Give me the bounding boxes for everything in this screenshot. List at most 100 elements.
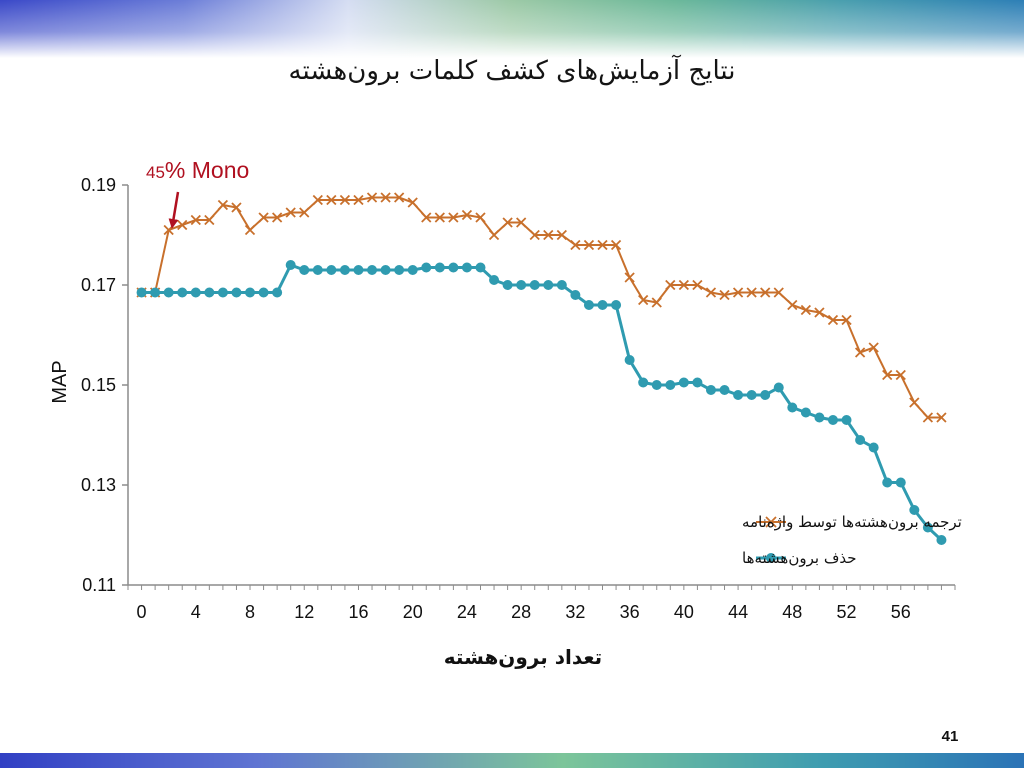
x-tick-label: 12 [294, 602, 314, 622]
data-point [787, 402, 798, 413]
data-point [285, 260, 296, 270]
slide-title: نتایج آزمایش‌های کشف کلمات برون‌هشته [288, 56, 736, 86]
data-point [407, 265, 418, 275]
data-point [367, 265, 378, 275]
data-point [827, 314, 839, 326]
legend-marker [766, 553, 776, 563]
data-point [258, 287, 269, 298]
data-point [895, 369, 906, 381]
chart-legend: ترجمه برون‌هشته‌ها توسط واژه‌نامه حذف برو… [742, 513, 962, 567]
x-tick-label: 20 [403, 602, 423, 622]
data-point [366, 192, 378, 203]
data-point [665, 279, 676, 291]
annotation-label: 45% Mono [146, 157, 249, 183]
x-tick-label: 28 [511, 602, 531, 622]
data-point [827, 415, 838, 425]
data-point [285, 207, 296, 218]
data-point [773, 287, 784, 298]
data-point [841, 415, 852, 425]
annotation-arrow [168, 191, 180, 229]
x-tick-label: 56 [891, 602, 911, 622]
x-tick-label: 4 [191, 602, 201, 622]
data-point [624, 272, 635, 283]
annotation-text: % Mono [165, 157, 249, 183]
data-point [705, 385, 716, 395]
data-point [543, 280, 554, 290]
data-point [326, 194, 337, 206]
data-point [760, 390, 771, 400]
data-point [719, 385, 730, 395]
data-point [583, 300, 594, 310]
data-point [800, 407, 811, 418]
data-point [746, 390, 757, 400]
data-point [258, 212, 269, 223]
x-tick-label: 44 [728, 602, 748, 622]
data-point [610, 239, 622, 251]
data-point [895, 477, 906, 488]
data-point [760, 287, 771, 298]
x-tick-label: 0 [137, 602, 147, 622]
data-point [244, 224, 256, 236]
data-point [217, 287, 228, 298]
data-point [692, 377, 703, 388]
data-point [543, 229, 554, 241]
data-point [922, 412, 934, 423]
data-point [787, 299, 798, 311]
data-point [421, 212, 432, 223]
bottom-decor-band [0, 753, 1024, 768]
data-point [678, 377, 689, 388]
data-point [312, 265, 323, 275]
data-point [882, 477, 893, 488]
annotation-number: 45 [146, 163, 165, 182]
data-point [502, 217, 513, 228]
y-tick-label: 0.19 [81, 175, 116, 195]
top-decor-fade [0, 0, 1024, 58]
data-point [190, 287, 201, 298]
data-point [190, 214, 201, 226]
chart-annotation: 45% Mono [146, 157, 249, 229]
series-line [141, 196, 942, 419]
page-number: 41 [941, 728, 959, 745]
legend-item-2: حذف برون‌هشته‌ها [742, 549, 857, 567]
data-point [868, 342, 879, 353]
data-point [746, 287, 757, 298]
data-point [854, 347, 866, 358]
data-point [732, 287, 744, 298]
data-point [177, 219, 188, 231]
x-axis-title: تعداد برون‌هشته [444, 645, 602, 669]
series-1 [136, 192, 947, 423]
data-point [800, 304, 812, 316]
data-point [638, 377, 649, 388]
y-tick-label: 0.11 [82, 575, 116, 595]
x-tick-label: 52 [837, 602, 857, 622]
legend-label: حذف برون‌هشته‌ها [742, 549, 857, 567]
data-point [556, 280, 567, 290]
legend-marker [765, 516, 777, 528]
data-point [461, 262, 472, 273]
data-point [475, 212, 486, 223]
data-point [272, 287, 283, 298]
data-point [841, 314, 852, 326]
data-point [597, 239, 608, 251]
data-point [245, 287, 256, 298]
data-point [624, 355, 635, 365]
y-tick-label: 0.13 [81, 475, 116, 495]
data-point [882, 369, 893, 381]
data-point [651, 297, 662, 308]
data-point [177, 287, 188, 298]
data-point [678, 279, 689, 291]
data-point [909, 397, 920, 408]
legend-item-1: ترجمه برون‌هشته‌ها توسط واژه‌نامه [742, 513, 962, 531]
data-point [733, 390, 744, 400]
data-point [651, 380, 662, 390]
data-point [936, 535, 947, 545]
data-point [299, 265, 310, 275]
data-point [380, 192, 391, 203]
data-point [516, 280, 527, 290]
data-point [665, 380, 676, 390]
data-point [719, 289, 730, 301]
x-tick-label: 24 [457, 602, 477, 622]
data-point [271, 212, 283, 223]
y-tick-label: 0.17 [81, 275, 116, 295]
y-tick-label: 0.15 [81, 375, 116, 395]
